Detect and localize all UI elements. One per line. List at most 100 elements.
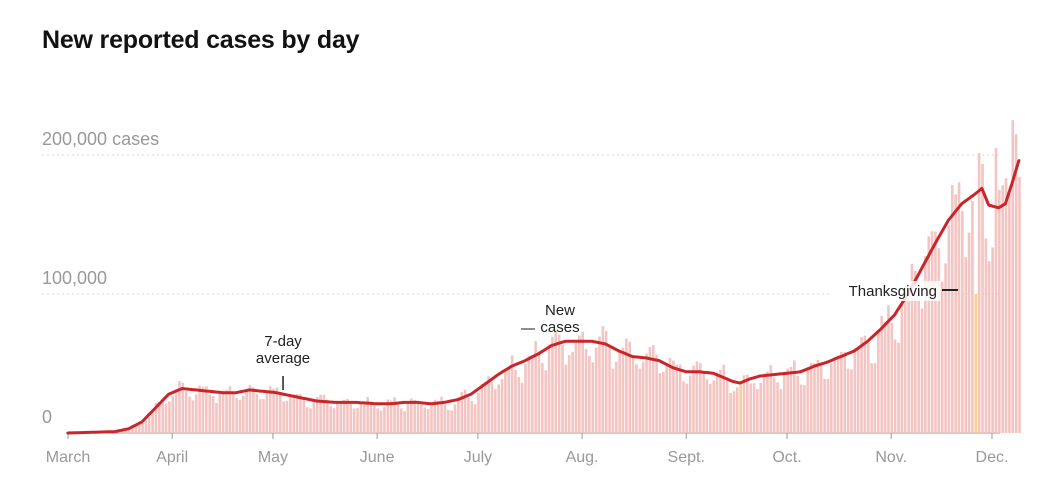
new-cases-annotation-label: New	[545, 302, 575, 319]
daily-case-bar	[796, 375, 800, 433]
daily-case-bar	[487, 376, 490, 433]
daily-case-bar	[557, 334, 561, 433]
daily-case-bar	[332, 408, 336, 433]
daily-case-bar	[507, 366, 511, 433]
daily-case-bar	[473, 404, 477, 433]
daily-case-bar	[262, 399, 265, 433]
x-tick-label: Nov.	[875, 449, 907, 466]
daily-case-bar	[248, 385, 252, 433]
daily-case-bar	[252, 387, 255, 433]
x-tick-label: Aug.	[566, 449, 599, 466]
daily-case-bar	[759, 383, 763, 433]
x-tick-label: March	[46, 449, 90, 466]
daily-case-bar	[971, 200, 974, 433]
daily-case-bar	[245, 390, 248, 433]
x-axis: March April May June July Aug. Sept. Oct. Nov. De…	[46, 433, 1008, 466]
daily-case-bar	[134, 424, 138, 433]
daily-case-bar	[225, 389, 228, 433]
daily-case-bar	[282, 401, 285, 433]
daily-case-bar	[927, 236, 931, 433]
daily-case-bar	[181, 382, 185, 433]
daily-case-bar	[850, 369, 853, 433]
daily-case-bar	[840, 351, 843, 433]
daily-case-bar	[709, 383, 712, 433]
daily-case-bar	[604, 331, 608, 433]
daily-case-bar	[705, 379, 709, 433]
daily-case-bar	[480, 384, 484, 433]
daily-case-bar	[450, 410, 453, 433]
daily-case-bar	[688, 375, 692, 433]
y-axis-labels: 0 100,000 200,000 cases	[42, 129, 159, 427]
daily-case-bar	[483, 382, 487, 433]
daily-case-bar	[735, 387, 739, 433]
daily-case-bar	[809, 362, 813, 433]
daily-case-bars	[70, 120, 1021, 434]
daily-case-bar	[695, 361, 699, 433]
x-tick-label: May	[258, 449, 288, 466]
daily-case-bar	[682, 381, 685, 433]
daily-case-bar	[914, 270, 917, 433]
daily-case-bar	[719, 369, 722, 433]
daily-case-bar	[205, 386, 208, 433]
daily-case-bar	[877, 331, 880, 433]
daily-case-bar	[440, 396, 443, 433]
daily-case-bar	[803, 385, 806, 433]
daily-case-bar	[668, 357, 672, 433]
daily-case-bar	[776, 382, 779, 433]
daily-case-bar	[423, 407, 427, 433]
daily-case-bar	[295, 394, 299, 433]
daily-case-bar	[319, 394, 322, 433]
daily-case-bar	[608, 347, 611, 433]
daily-case-bar	[588, 356, 591, 433]
daily-case-bar	[289, 397, 292, 433]
daily-case-bar	[242, 395, 245, 433]
daily-case-bar	[490, 382, 494, 433]
daily-case-bar	[285, 400, 289, 433]
daily-case-bar	[356, 408, 359, 433]
daily-case-bar	[231, 393, 235, 433]
daily-case-bar	[158, 402, 161, 433]
daily-case-bar	[352, 408, 356, 433]
daily-case-bar	[463, 389, 467, 433]
daily-case-bar	[870, 363, 873, 433]
daily-case-bar	[746, 374, 749, 433]
daily-case-bar	[712, 380, 716, 433]
daily-case-bar	[944, 263, 947, 433]
daily-case-bar	[510, 355, 514, 433]
daily-case-bar	[930, 231, 934, 433]
daily-case-bar	[124, 429, 128, 433]
daily-case-bar	[547, 344, 551, 433]
daily-case-bar	[967, 232, 971, 433]
daily-case-bar	[373, 404, 376, 433]
daily-case-bar	[268, 386, 272, 433]
daily-case-bar	[991, 247, 994, 433]
daily-case-bar	[611, 368, 615, 433]
daily-case-bar	[987, 261, 991, 433]
daily-case-bar	[873, 363, 877, 433]
daily-case-bar	[651, 345, 655, 433]
daily-case-bar	[366, 397, 369, 433]
daily-case-bar	[782, 371, 786, 433]
daily-case-bar	[127, 428, 131, 433]
daily-case-bar	[621, 347, 625, 433]
daily-case-bar	[601, 326, 605, 433]
daily-case-bar	[258, 399, 262, 433]
daily-case-bar	[907, 284, 910, 433]
daily-case-bar	[846, 368, 850, 433]
daily-case-bar	[732, 391, 736, 433]
daily-case-bar	[981, 163, 984, 433]
daily-case-bar	[779, 388, 783, 433]
daily-case-bar	[924, 255, 927, 433]
daily-case-bar	[937, 248, 941, 433]
daily-case-bar	[477, 392, 480, 433]
daily-case-bar	[766, 371, 769, 433]
daily-case-bar	[598, 336, 601, 433]
daily-case-bar	[406, 402, 410, 433]
daily-case-bar	[833, 357, 836, 433]
daily-case-bar	[369, 401, 373, 433]
daily-case-bar	[823, 378, 826, 433]
daily-case-bar	[426, 408, 430, 433]
daily-case-bar	[342, 399, 346, 433]
daily-case-bar	[567, 355, 571, 433]
